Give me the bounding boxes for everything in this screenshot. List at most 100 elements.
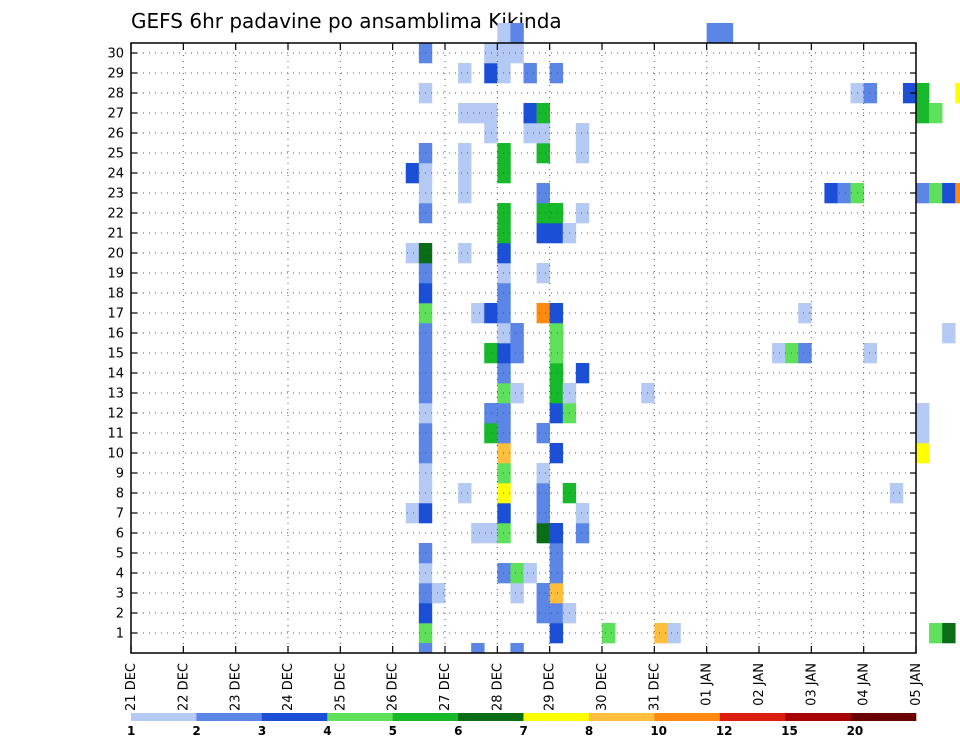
y-tick-label: 27 <box>107 107 124 122</box>
heatmap-cell <box>510 583 524 604</box>
y-tick-label: 29 <box>107 67 124 82</box>
colorbar-tick-label: 12 <box>716 724 733 738</box>
heatmap-cell <box>497 23 511 44</box>
heatmap-cell <box>497 403 511 424</box>
x-tick-label: 05 JAN <box>909 663 924 706</box>
heatmap-cell <box>916 423 930 444</box>
colorbar-segment <box>131 713 197 721</box>
y-tick-label: 4 <box>116 567 124 582</box>
x-tick-label: 26 DEC <box>386 663 401 711</box>
heatmap-cell <box>471 523 485 544</box>
heatmap-cell <box>484 343 498 364</box>
y-tick-label: 3 <box>116 587 124 602</box>
heatmap-cell <box>536 583 550 604</box>
heatmap-cell <box>536 303 550 324</box>
x-tick-label: 28 DEC <box>490 663 505 711</box>
colorbar-tick-label: 8 <box>585 724 593 738</box>
heatmap-cell <box>497 443 511 464</box>
colorbar-tick-label: 1 <box>127 724 135 738</box>
heatmap-cell <box>575 503 590 524</box>
heatmap-cell <box>497 503 511 524</box>
heatmap-cell <box>484 523 498 544</box>
heatmap-cell <box>916 183 930 204</box>
heatmap-cell <box>497 383 511 404</box>
heatmap-cell <box>458 183 472 204</box>
heatmap-cell <box>549 403 564 424</box>
y-tick-label: 9 <box>116 467 124 482</box>
heatmap-cell <box>536 523 550 544</box>
heatmap-cell <box>549 363 564 384</box>
heatmap-cell <box>458 63 472 84</box>
heatmap-cell <box>497 223 511 244</box>
y-tick-label: 7 <box>116 507 124 522</box>
heatmap-cell <box>929 103 943 124</box>
colorbar-segment <box>719 713 786 721</box>
chart-title: GEFS 6hr padavine po ansamblima Kikinda <box>131 9 562 33</box>
heatmap-cell <box>510 383 524 404</box>
heatmap-cell <box>837 183 851 204</box>
heatmap-cell <box>549 583 564 604</box>
heatmap-cell <box>549 523 564 544</box>
heatmap-cell <box>484 123 498 144</box>
heatmap-cell <box>431 583 446 604</box>
y-tick-label: 15 <box>107 347 124 362</box>
heatmap-cell <box>523 563 537 584</box>
heatmap-cell <box>549 343 564 364</box>
heatmap-cell <box>942 323 956 344</box>
colorbar-tick-label: 6 <box>454 724 462 738</box>
x-tick-label: 30 DEC <box>595 663 610 711</box>
heatmap-cell <box>497 63 511 84</box>
heatmap-cell <box>706 23 721 44</box>
y-tick-label: 16 <box>107 327 124 342</box>
colorbar-segment <box>588 713 655 721</box>
heatmap-cell <box>575 523 590 544</box>
heatmap-cell <box>497 343 511 364</box>
heatmap-cell <box>549 443 564 464</box>
y-tick-label: 19 <box>107 267 124 282</box>
heatmap-cell <box>497 43 511 64</box>
heatmap-cell <box>863 343 878 364</box>
heatmap-cell <box>536 603 550 624</box>
y-tick-label: 13 <box>107 387 124 402</box>
heatmap-cell <box>484 403 498 424</box>
heatmap-cell <box>536 503 550 524</box>
heatmap-cell <box>916 103 930 124</box>
y-tick-label: 24 <box>107 167 124 182</box>
heatmap-cell <box>575 143 590 164</box>
colorbar-segment <box>850 713 917 721</box>
heatmap-cell <box>497 263 511 284</box>
heatmap-cell <box>798 343 812 364</box>
colorbar-tick-label: 15 <box>781 724 798 738</box>
heatmap-cell <box>510 563 524 584</box>
heatmap-cell <box>497 363 511 384</box>
plot-frame <box>130 42 917 654</box>
heatmap-cell <box>889 483 904 504</box>
heatmap-cell <box>471 103 485 124</box>
colorbar-segment <box>785 713 851 721</box>
heatmap-cell <box>902 83 917 104</box>
colorbar-segment <box>392 713 459 721</box>
heatmap-cell <box>497 303 511 324</box>
y-tick-label: 18 <box>107 287 124 302</box>
y-tick-label: 22 <box>107 207 124 222</box>
grid-dots <box>131 43 916 653</box>
x-tick-label: 24 DEC <box>281 663 296 711</box>
y-tick-label: 2 <box>116 607 124 622</box>
heatmap-cell <box>824 183 838 204</box>
heatmap-cell <box>798 303 812 324</box>
heatmap-cell <box>536 263 550 284</box>
y-tick-label: 17 <box>107 307 124 322</box>
heatmap-cell <box>497 463 511 484</box>
heatmap-cell <box>575 363 590 384</box>
heatmap-cell <box>497 423 511 444</box>
heatmap-cell <box>510 323 524 344</box>
heatmap-cell <box>536 223 550 244</box>
heatmap-cell <box>523 123 537 144</box>
heatmap-cell <box>772 343 786 364</box>
heatmap-cell <box>510 43 524 64</box>
heatmap-cell <box>863 83 878 104</box>
y-tick-label: 20 <box>107 247 124 262</box>
y-tick-label: 6 <box>116 527 124 542</box>
y-tick-label: 11 <box>107 427 124 442</box>
